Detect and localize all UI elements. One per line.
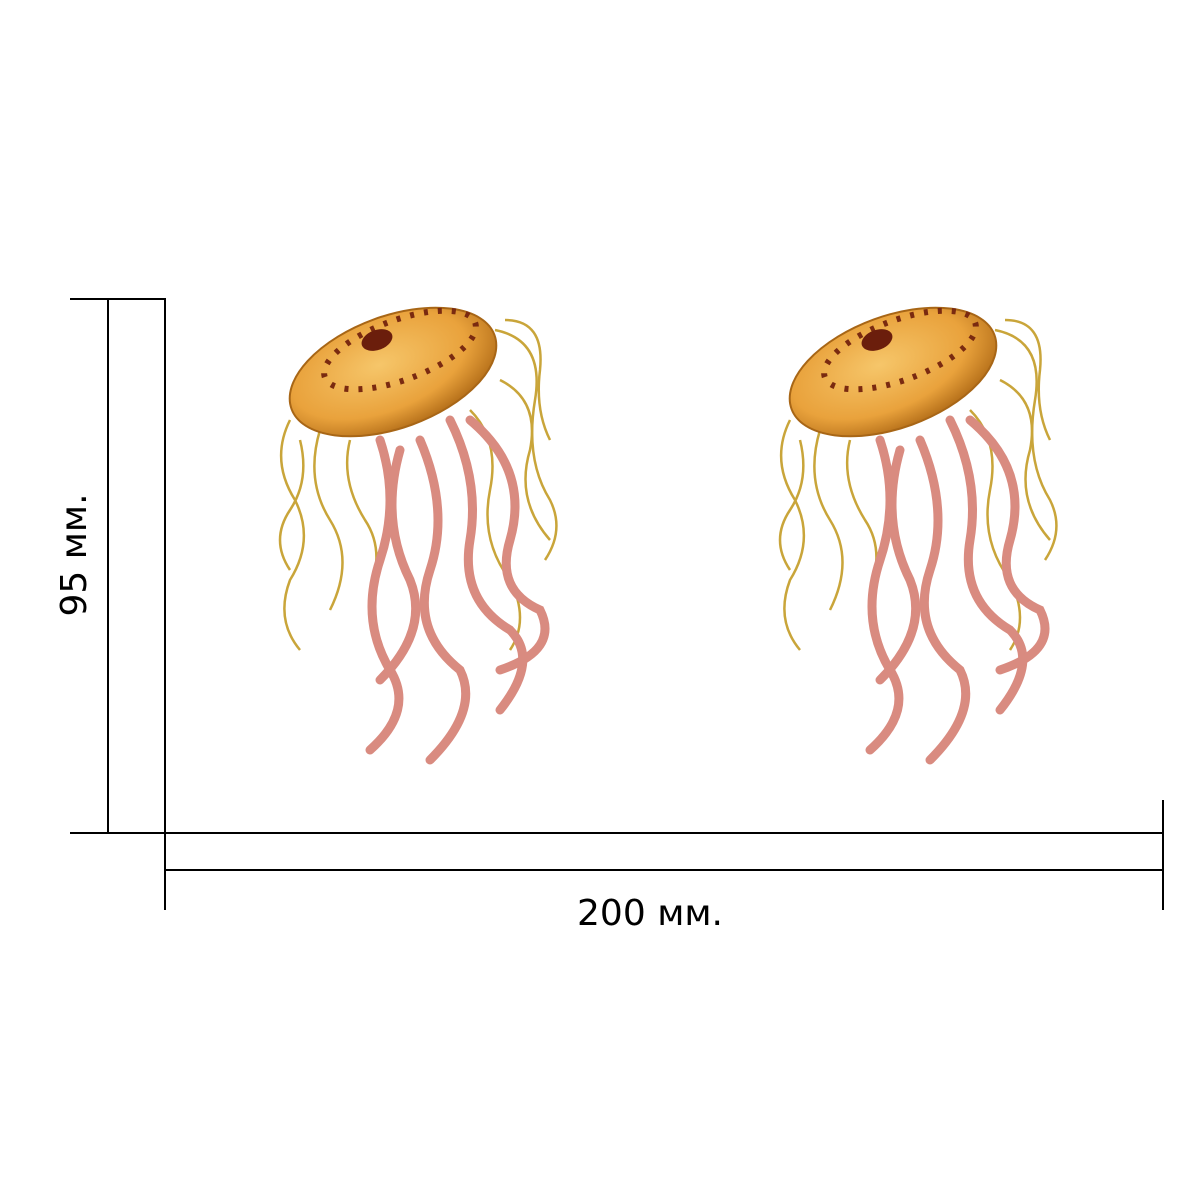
jellyfish-illustration — [272, 282, 1056, 760]
height-dimension: 95 мм. — [54, 298, 166, 834]
width-label: 200 мм. — [577, 893, 723, 934]
width-dimension: 200 мм. — [164, 800, 1164, 934]
height-label: 95 мм. — [54, 493, 95, 616]
